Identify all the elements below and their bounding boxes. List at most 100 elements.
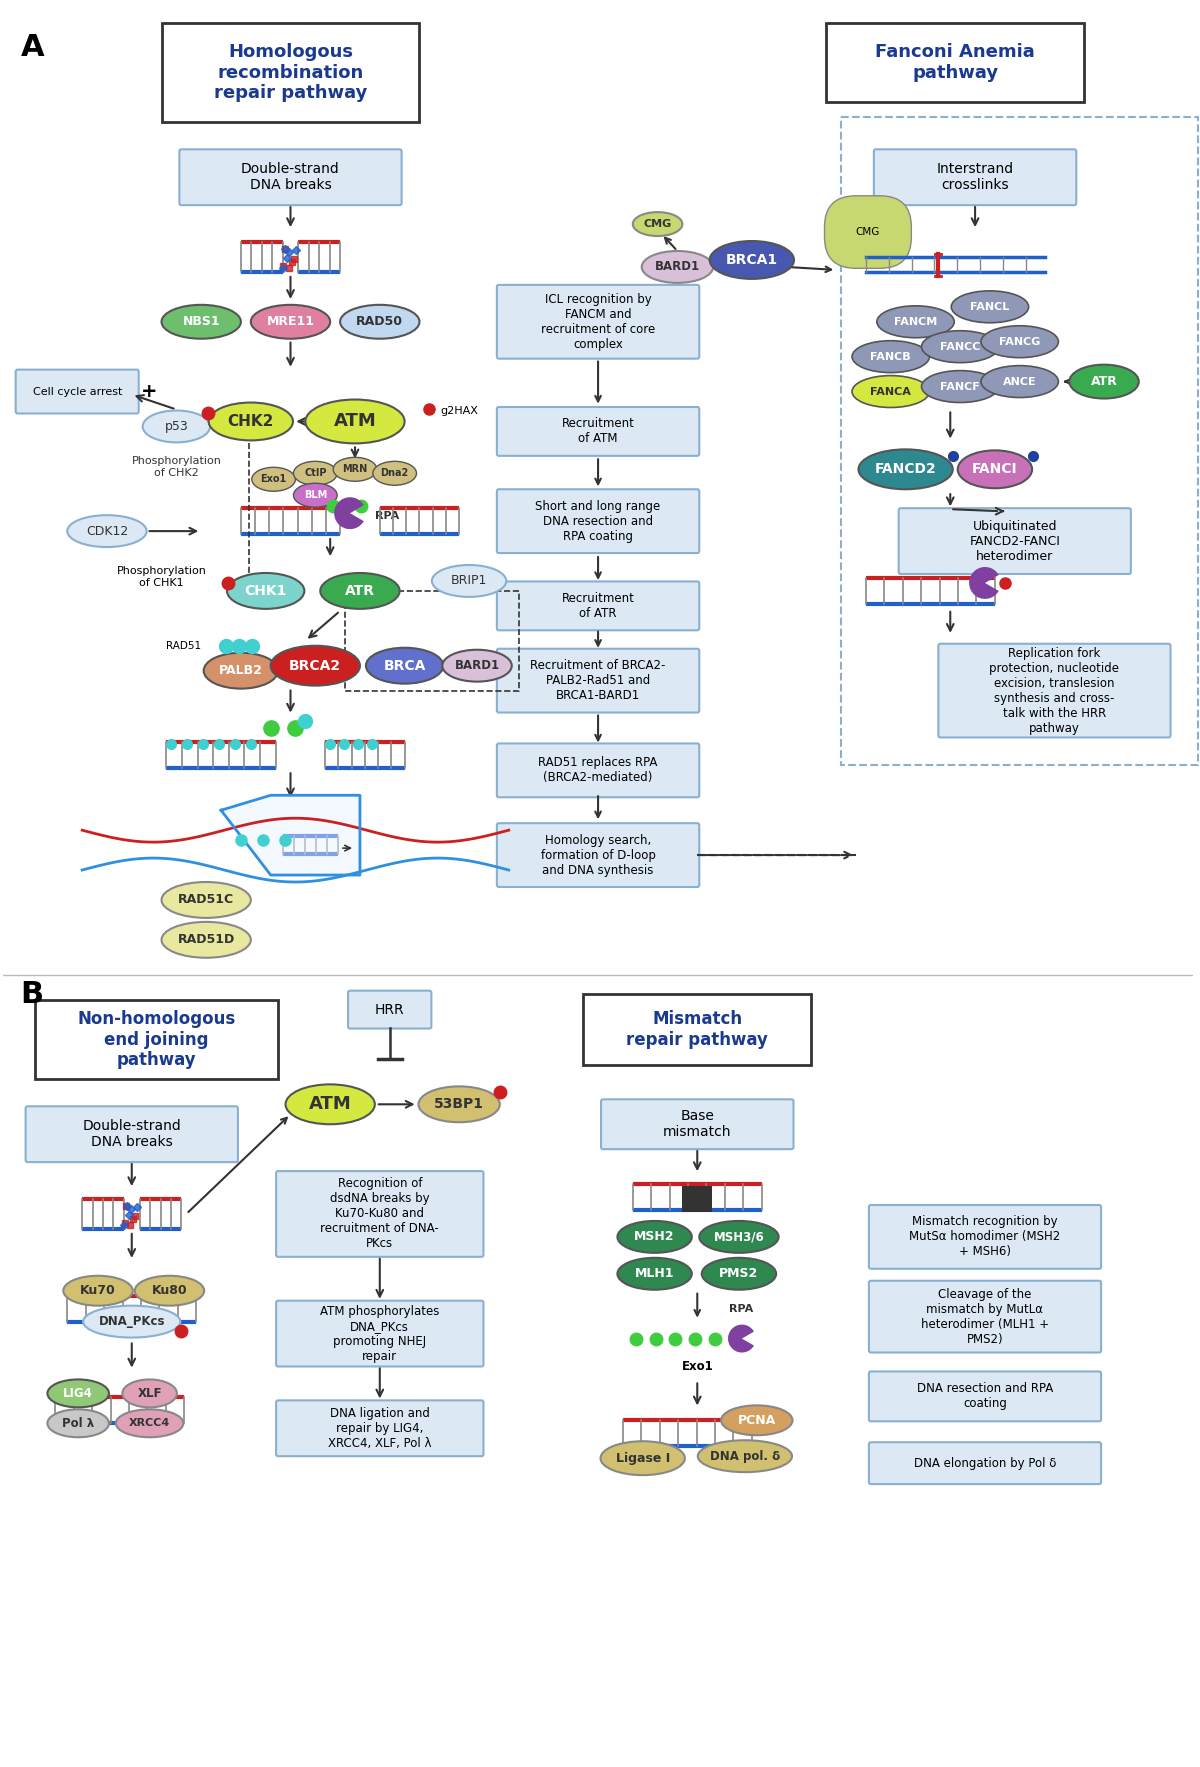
Ellipse shape <box>618 1221 692 1253</box>
FancyBboxPatch shape <box>497 284 700 359</box>
FancyBboxPatch shape <box>162 23 420 122</box>
Text: DNA ligation and
repair by LIG4,
XRCC4, XLF, Pol λ: DNA ligation and repair by LIG4, XRCC4, … <box>328 1407 432 1449</box>
Ellipse shape <box>432 565 506 597</box>
Text: Ku80: Ku80 <box>151 1285 187 1297</box>
Ellipse shape <box>67 516 146 548</box>
FancyBboxPatch shape <box>348 991 431 1028</box>
Ellipse shape <box>982 366 1058 398</box>
FancyBboxPatch shape <box>497 648 700 712</box>
Ellipse shape <box>162 922 251 958</box>
FancyBboxPatch shape <box>276 1172 484 1256</box>
Ellipse shape <box>209 403 293 440</box>
Text: CMG: CMG <box>643 219 672 230</box>
Ellipse shape <box>922 330 998 362</box>
Ellipse shape <box>600 1442 685 1475</box>
Ellipse shape <box>922 371 998 403</box>
FancyBboxPatch shape <box>583 993 811 1066</box>
Ellipse shape <box>83 1306 180 1338</box>
Text: NBS1: NBS1 <box>182 315 220 329</box>
Text: PALB2: PALB2 <box>218 664 263 677</box>
Ellipse shape <box>340 306 420 339</box>
Polygon shape <box>221 795 360 875</box>
Text: RAD51: RAD51 <box>166 641 202 650</box>
Text: Recruitment
of ATR: Recruitment of ATR <box>562 592 635 620</box>
FancyBboxPatch shape <box>35 1000 278 1080</box>
Text: MSH2: MSH2 <box>635 1230 674 1244</box>
Text: BRCA1: BRCA1 <box>726 253 778 267</box>
Wedge shape <box>970 567 998 599</box>
Text: Mismatch
repair pathway: Mismatch repair pathway <box>626 1011 768 1050</box>
Ellipse shape <box>143 410 210 442</box>
Text: XRCC4: XRCC4 <box>128 1419 170 1428</box>
FancyBboxPatch shape <box>497 744 700 797</box>
Ellipse shape <box>64 1276 133 1306</box>
Ellipse shape <box>116 1410 184 1437</box>
Text: CMG: CMG <box>856 226 880 237</box>
Text: g2HAX: g2HAX <box>440 406 478 417</box>
Text: Mismatch recognition by
MutSα homodimer (MSH2
+ MSH6): Mismatch recognition by MutSα homodimer … <box>910 1216 1061 1258</box>
Text: Phosphorylation
of CHK1: Phosphorylation of CHK1 <box>116 565 206 588</box>
Text: Ubiquitinated
FANCD2-FANCI
heterodimer: Ubiquitinated FANCD2-FANCI heterodimer <box>970 519 1060 562</box>
Text: ICL recognition by
FANCM and
recruitment of core
complex: ICL recognition by FANCM and recruitment… <box>541 293 655 352</box>
FancyBboxPatch shape <box>497 489 700 553</box>
Text: CHK2: CHK2 <box>228 413 274 429</box>
Text: MSH3/6: MSH3/6 <box>714 1230 764 1244</box>
Ellipse shape <box>852 341 930 373</box>
Text: BRCA2: BRCA2 <box>289 659 341 673</box>
Wedge shape <box>728 1325 754 1352</box>
Text: ATM: ATM <box>334 412 377 431</box>
Ellipse shape <box>373 461 416 486</box>
Text: Pol λ: Pol λ <box>62 1417 95 1430</box>
FancyBboxPatch shape <box>179 150 402 205</box>
Ellipse shape <box>952 292 1028 323</box>
Text: A: A <box>20 32 44 62</box>
Ellipse shape <box>134 1276 204 1306</box>
Text: XLF: XLF <box>137 1387 162 1399</box>
Text: Non-homologous
end joining
pathway: Non-homologous end joining pathway <box>78 1009 235 1069</box>
Ellipse shape <box>642 251 713 283</box>
Ellipse shape <box>334 458 377 481</box>
Text: CDK12: CDK12 <box>86 525 128 537</box>
Text: Interstrand
crosslinks: Interstrand crosslinks <box>936 163 1014 193</box>
Ellipse shape <box>366 648 443 684</box>
Ellipse shape <box>877 306 954 337</box>
Text: FANCC: FANCC <box>940 341 980 352</box>
Text: B: B <box>20 979 43 1009</box>
Text: MRE11: MRE11 <box>266 315 314 329</box>
FancyBboxPatch shape <box>869 1371 1102 1421</box>
Ellipse shape <box>982 325 1058 357</box>
Text: DNA resection and RPA
coating: DNA resection and RPA coating <box>917 1382 1054 1410</box>
Text: Recognition of
dsdNA breaks by
Ku70-Ku80 and
recruitment of DNA-
PKcs: Recognition of dsdNA breaks by Ku70-Ku80… <box>320 1177 439 1251</box>
Text: FANCM: FANCM <box>894 316 937 327</box>
Text: DNA elongation by Pol δ: DNA elongation by Pol δ <box>914 1456 1056 1470</box>
Text: FANCG: FANCG <box>1000 337 1040 346</box>
FancyBboxPatch shape <box>869 1442 1102 1484</box>
Text: ATR: ATR <box>1091 375 1117 389</box>
Ellipse shape <box>286 1085 374 1124</box>
Text: FANCB: FANCB <box>870 352 911 362</box>
Text: Fanconi Anemia
pathway: Fanconi Anemia pathway <box>875 42 1036 81</box>
Ellipse shape <box>632 212 683 237</box>
Ellipse shape <box>162 306 241 339</box>
Text: RAD51 replaces RPA
(BRCA2-mediated): RAD51 replaces RPA (BRCA2-mediated) <box>539 756 658 785</box>
Text: Cleavage of the
mismatch by MutLα
heterodimer (MLH1 +
PMS2): Cleavage of the mismatch by MutLα hetero… <box>920 1288 1049 1346</box>
FancyBboxPatch shape <box>497 581 700 631</box>
Text: Replication fork
protection, nucleotide
excision, translesion
synthesis and cros: Replication fork protection, nucleotide … <box>990 647 1120 735</box>
Ellipse shape <box>419 1087 500 1122</box>
Text: Homologous
recombination
repair pathway: Homologous recombination repair pathway <box>214 42 367 102</box>
Text: ATM phosphorylates
DNA_PKcs
promoting NHEJ
repair: ATM phosphorylates DNA_PKcs promoting NH… <box>320 1304 439 1362</box>
Text: MLH1: MLH1 <box>635 1267 674 1281</box>
Text: Dna2: Dna2 <box>380 468 409 479</box>
Text: Recruitment of BRCA2-
PALB2-Rad51 and
BRCA1-BARD1: Recruitment of BRCA2- PALB2-Rad51 and BR… <box>530 659 666 701</box>
FancyBboxPatch shape <box>827 23 1085 102</box>
Text: LIG4: LIG4 <box>64 1387 94 1399</box>
Ellipse shape <box>443 650 511 682</box>
Ellipse shape <box>305 399 404 444</box>
Ellipse shape <box>697 1440 792 1472</box>
Text: RPA: RPA <box>730 1304 754 1313</box>
FancyBboxPatch shape <box>938 643 1170 737</box>
Text: Recruitment
of ATM: Recruitment of ATM <box>562 417 635 445</box>
Text: ANCE: ANCE <box>1003 376 1037 387</box>
Text: Short and long range
DNA resection and
RPA coating: Short and long range DNA resection and R… <box>535 500 661 542</box>
FancyBboxPatch shape <box>869 1205 1102 1269</box>
